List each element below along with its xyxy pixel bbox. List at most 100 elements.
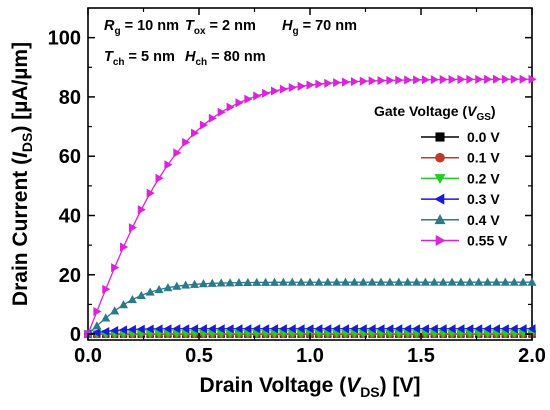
x-tick-label: 1.5 <box>407 345 435 367</box>
data-point <box>102 284 111 294</box>
data-point <box>491 324 500 334</box>
data-point <box>403 277 413 286</box>
data-point <box>491 277 501 286</box>
data-point <box>358 324 367 334</box>
data-point <box>207 278 217 287</box>
data-point <box>127 324 136 334</box>
data-point <box>137 205 146 215</box>
x-tick-label: 0.5 <box>185 345 213 367</box>
data-point <box>217 107 226 117</box>
data-point <box>509 277 519 286</box>
data-point <box>332 324 341 334</box>
param-label: Hg = 70 nm <box>282 18 357 37</box>
data-point <box>376 277 386 286</box>
data-point <box>260 324 270 334</box>
data-point <box>395 75 404 85</box>
data-point <box>243 277 253 287</box>
data-point <box>120 242 129 252</box>
data-point <box>439 75 448 85</box>
series-0-4-v <box>83 277 537 338</box>
data-point <box>341 277 351 286</box>
data-point <box>288 83 297 93</box>
legend-label: 0.4 V <box>467 212 500 228</box>
series-0-3-v <box>83 324 536 339</box>
data-point <box>119 300 129 309</box>
data-point <box>128 223 138 233</box>
data-point <box>146 188 155 198</box>
data-point <box>420 277 430 286</box>
data-point <box>519 74 528 84</box>
data-point <box>474 277 484 286</box>
param-label: Tch = 5 nm <box>104 49 175 68</box>
data-point <box>314 277 324 286</box>
data-point <box>306 80 315 90</box>
data-point <box>500 277 510 286</box>
x-tick-label: 0.0 <box>74 345 102 367</box>
data-point <box>93 306 102 316</box>
data-point <box>226 102 235 112</box>
data-point <box>518 324 527 334</box>
data-point <box>305 324 314 334</box>
data-point <box>181 280 191 289</box>
data-point <box>404 75 413 85</box>
data-point <box>253 91 262 101</box>
data-point <box>269 324 278 334</box>
data-point <box>350 77 360 87</box>
data-point <box>403 324 412 334</box>
legend-title: Gate Voltage (VGS) <box>374 103 496 123</box>
data-point <box>262 88 271 98</box>
data-point <box>296 324 305 334</box>
data-point <box>305 277 315 286</box>
data-point <box>225 324 234 334</box>
data-point <box>234 278 244 287</box>
data-point <box>252 324 261 334</box>
data-point <box>368 76 377 86</box>
legend-label: 0.0 V <box>467 129 500 145</box>
data-point <box>172 324 181 334</box>
data-point <box>349 277 359 286</box>
legend-entry: 0.2 V <box>421 170 500 186</box>
param-label: Rg = 10 nm <box>104 18 179 37</box>
data-point <box>376 324 385 334</box>
data-point <box>199 120 209 130</box>
data-point <box>314 324 323 334</box>
data-point <box>315 79 324 89</box>
data-point <box>342 77 351 87</box>
data-point <box>466 74 475 84</box>
data-point <box>191 128 200 138</box>
data-point <box>287 324 296 334</box>
data-point <box>359 76 368 86</box>
data-point <box>474 324 483 334</box>
y-tick-label: 100 <box>48 28 81 50</box>
data-point <box>279 84 288 94</box>
y-tick-label: 60 <box>59 146 81 168</box>
legend-label: 0.3 V <box>467 191 500 207</box>
data-point <box>527 277 537 286</box>
legend-marker <box>435 152 445 163</box>
data-point <box>510 74 519 84</box>
data-point <box>412 277 422 286</box>
data-point <box>340 324 350 334</box>
legend-label: 0.2 V <box>467 170 500 186</box>
data-point <box>413 75 422 85</box>
legend-entry: 0.0 V <box>421 129 500 145</box>
data-point <box>332 277 342 286</box>
data-point <box>367 277 377 286</box>
data-point <box>377 76 386 86</box>
data-point <box>501 74 510 84</box>
data-point <box>438 277 448 286</box>
data-point <box>145 324 154 334</box>
data-point <box>189 324 199 334</box>
legend-marker <box>434 174 446 185</box>
data-point <box>198 279 208 288</box>
data-point <box>484 74 493 84</box>
data-point <box>527 324 536 334</box>
data-point <box>367 324 376 334</box>
data-point <box>457 74 466 84</box>
data-point <box>297 81 306 91</box>
data-point <box>92 321 102 330</box>
data-point <box>216 324 225 334</box>
data-point <box>411 324 421 334</box>
data-point <box>136 324 145 334</box>
data-point <box>456 324 465 334</box>
